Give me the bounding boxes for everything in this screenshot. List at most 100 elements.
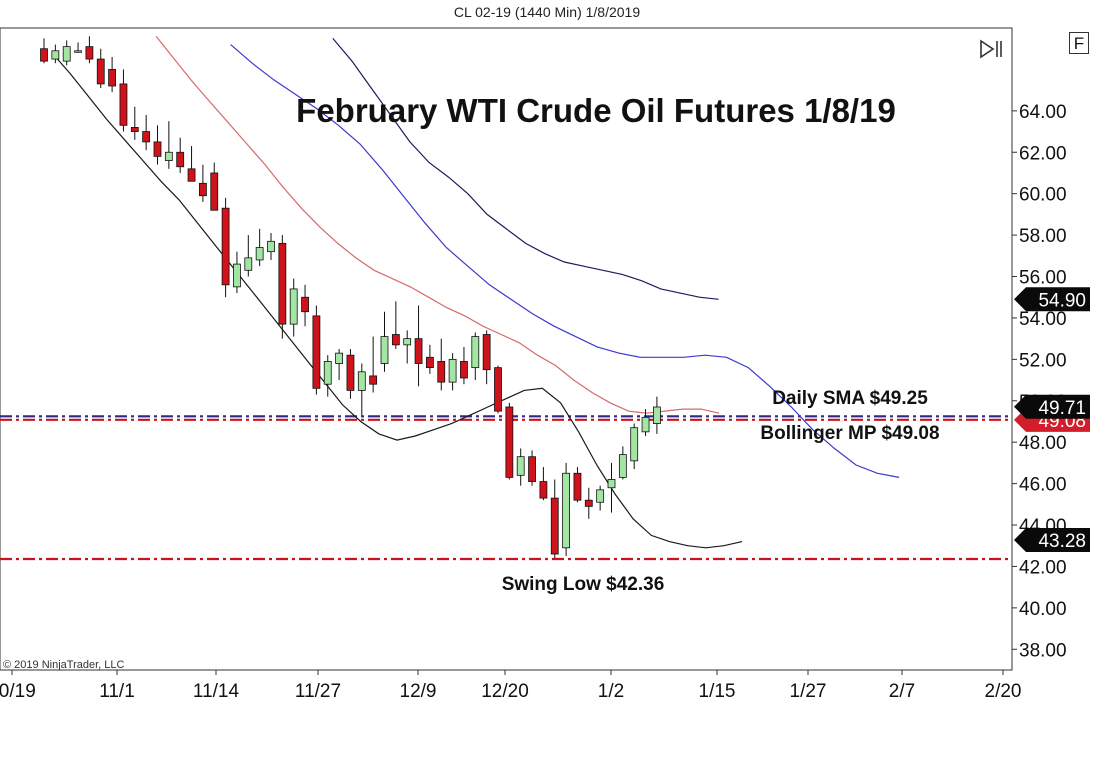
candle-body bbox=[448, 358, 457, 383]
candle bbox=[51, 44, 60, 64]
candle-body bbox=[494, 367, 502, 412]
candle bbox=[233, 251, 241, 294]
price-badge-shape bbox=[1014, 287, 1090, 312]
candle bbox=[142, 114, 151, 151]
window-title: CL 02-19 (1440 Min) 1/8/2019 bbox=[453, 4, 641, 20]
candle bbox=[244, 235, 253, 277]
candle bbox=[323, 355, 332, 397]
y-tick-label: 54.00 bbox=[1019, 309, 1067, 330]
candle-body bbox=[482, 334, 491, 371]
candle-body bbox=[380, 336, 389, 364]
candle-body bbox=[335, 352, 344, 364]
candle-body bbox=[460, 361, 468, 379]
candle-body bbox=[255, 247, 264, 261]
y-tick-label: 38.00 bbox=[1019, 640, 1067, 661]
candle-body bbox=[153, 141, 162, 157]
candle bbox=[164, 121, 173, 169]
candle bbox=[153, 125, 162, 165]
candle-body bbox=[108, 69, 116, 87]
daily-sma-annotation: Daily SMA $49.25 bbox=[772, 388, 928, 409]
candle bbox=[312, 305, 321, 395]
candle bbox=[221, 197, 230, 298]
plot-frame bbox=[0, 27, 1013, 671]
candle bbox=[85, 36, 94, 64]
candle-body bbox=[414, 338, 423, 364]
candle bbox=[187, 146, 196, 182]
candle bbox=[596, 485, 605, 511]
candle-body bbox=[233, 263, 241, 288]
candle bbox=[380, 311, 389, 372]
x-tick-label: 1/2 bbox=[598, 681, 624, 702]
price-badge-label: 54.90 bbox=[1038, 290, 1086, 311]
candle bbox=[641, 409, 650, 436]
candle bbox=[40, 38, 48, 64]
candle bbox=[437, 338, 446, 391]
price-badge: 49.71 bbox=[1014, 394, 1090, 419]
bollinger-mid-line bbox=[155, 35, 720, 414]
candle bbox=[573, 467, 582, 503]
candle bbox=[607, 462, 616, 513]
candle bbox=[96, 48, 105, 89]
candle-body bbox=[85, 46, 94, 60]
candle bbox=[267, 233, 275, 260]
candle bbox=[653, 396, 661, 434]
price-badge-shape bbox=[1014, 394, 1090, 419]
daily-sma-line bbox=[230, 44, 900, 478]
candle bbox=[516, 448, 525, 486]
candle-body bbox=[119, 83, 128, 126]
copyright-text: © 2019 NinjaTrader, LLC bbox=[3, 659, 124, 671]
chart-title: February WTI Crude Oil Futures 1/8/19 bbox=[296, 92, 896, 129]
bollinger-lower-line bbox=[51, 52, 743, 549]
price-badge-label: 43.28 bbox=[1038, 531, 1086, 552]
candle bbox=[630, 423, 639, 470]
y-tick-label: 60.00 bbox=[1019, 185, 1067, 206]
candle-body bbox=[437, 361, 446, 383]
candle bbox=[482, 330, 491, 385]
candle-body bbox=[391, 334, 400, 346]
candle-body bbox=[505, 406, 514, 478]
candle-body bbox=[562, 472, 570, 549]
candle bbox=[198, 164, 207, 202]
y-tick-label: 62.00 bbox=[1019, 143, 1067, 164]
candle-body bbox=[425, 356, 434, 369]
f-button[interactable]: F bbox=[1069, 32, 1089, 54]
candle bbox=[505, 402, 514, 480]
candle bbox=[210, 162, 219, 211]
y-tick-label: 64.00 bbox=[1019, 102, 1067, 123]
candle-body bbox=[142, 131, 151, 143]
candle bbox=[584, 487, 593, 519]
candle-body bbox=[244, 257, 253, 271]
candle bbox=[369, 336, 378, 393]
y-tick-label: 48.00 bbox=[1019, 433, 1067, 454]
x-tick-label: 10/19 bbox=[0, 681, 36, 702]
bollinger-upper-line bbox=[332, 38, 719, 300]
x-tick-label: 1/27 bbox=[790, 681, 827, 702]
candle bbox=[278, 235, 287, 339]
candle-body bbox=[653, 406, 661, 424]
candle-body bbox=[641, 416, 650, 433]
candle-body bbox=[346, 354, 355, 391]
candle-body bbox=[528, 456, 536, 482]
candle-body bbox=[516, 456, 525, 476]
candle-body bbox=[210, 172, 219, 211]
candle bbox=[550, 479, 559, 559]
candle-body bbox=[301, 296, 309, 313]
x-tick-label: 2/7 bbox=[889, 681, 915, 702]
candle-body bbox=[403, 338, 412, 346]
x-tick-label: 11/1 bbox=[99, 681, 135, 702]
candle bbox=[460, 346, 468, 385]
candle bbox=[119, 69, 128, 132]
candle-body bbox=[323, 361, 332, 385]
candle-body bbox=[550, 497, 559, 555]
candle bbox=[74, 42, 82, 53]
candle-body bbox=[176, 151, 185, 168]
candle bbox=[471, 332, 480, 381]
candle-body bbox=[130, 127, 139, 132]
candle-body bbox=[221, 207, 230, 286]
x-tick-label: 12/9 bbox=[400, 681, 437, 702]
x-tick-label: 2/20 bbox=[985, 681, 1022, 702]
candle bbox=[414, 305, 423, 387]
play-to-end-icon[interactable] bbox=[978, 38, 1004, 60]
candle-body bbox=[630, 427, 639, 462]
